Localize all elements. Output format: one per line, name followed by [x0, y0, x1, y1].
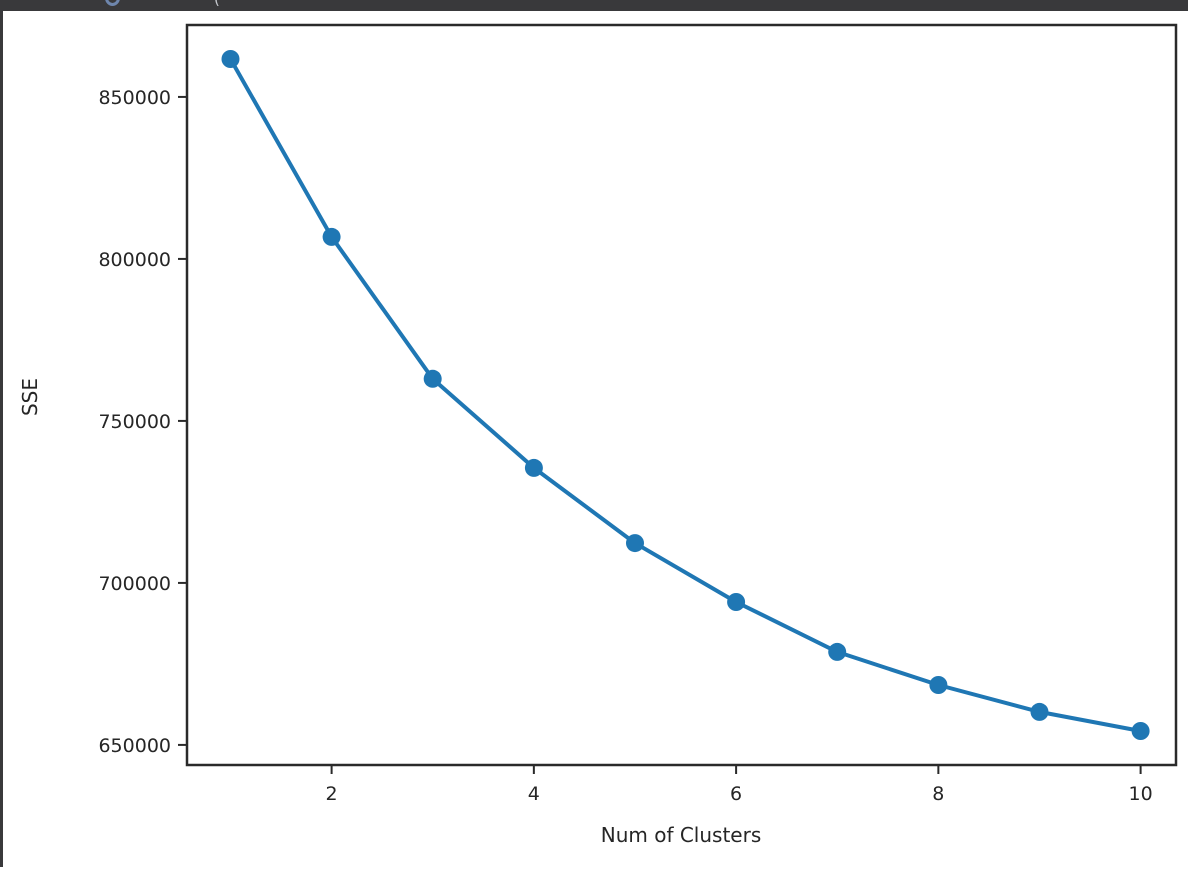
x-tick-label: 6 [730, 783, 742, 805]
data-point-marker [1030, 702, 1049, 721]
window-titlebar[interactable]: ( [0, 0, 1188, 11]
data-point-marker [626, 534, 644, 553]
data-point-marker [423, 369, 442, 388]
data-point-marker [524, 458, 543, 477]
data-point-marker [727, 593, 746, 611]
y-tick-label: 650000 [98, 735, 171, 757]
data-point-marker [929, 676, 948, 694]
y-tick-label: 750000 [98, 411, 171, 433]
data-point-marker [221, 50, 240, 68]
x-tick-label: 10 [1129, 783, 1153, 805]
x-tick-label: 4 [528, 783, 540, 805]
y-axis-label: SSE [18, 377, 42, 417]
data-point-marker [1131, 722, 1150, 740]
y-tick-label: 850000 [98, 87, 171, 109]
titlebar-clipped-text: ( [214, 0, 220, 7]
y-tick-label: 700000 [98, 573, 171, 595]
axes-spines [185, 23, 1178, 767]
x-tick-label: 8 [932, 783, 944, 805]
window-left-edge [0, 11, 3, 867]
data-point-marker [828, 642, 847, 661]
x-tick-label: 2 [326, 783, 338, 805]
sse-line [228, 57, 1143, 733]
y-tick-label: 800000 [98, 249, 171, 271]
x-axis-label: Num of Clusters [600, 823, 762, 847]
data-point-marker [322, 227, 341, 246]
